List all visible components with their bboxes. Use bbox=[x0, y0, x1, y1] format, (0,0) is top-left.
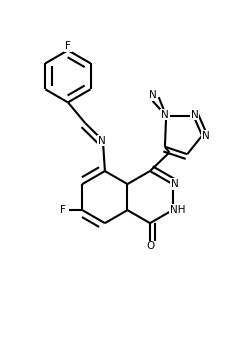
Text: N: N bbox=[149, 91, 156, 101]
Text: F: F bbox=[60, 205, 66, 215]
Text: F: F bbox=[65, 41, 71, 51]
Text: N: N bbox=[171, 179, 179, 189]
Text: O: O bbox=[146, 241, 154, 251]
Text: N: N bbox=[161, 110, 169, 120]
Text: N: N bbox=[98, 136, 106, 146]
Text: N: N bbox=[191, 110, 199, 120]
Text: N: N bbox=[202, 131, 210, 141]
Text: NH: NH bbox=[170, 205, 186, 215]
